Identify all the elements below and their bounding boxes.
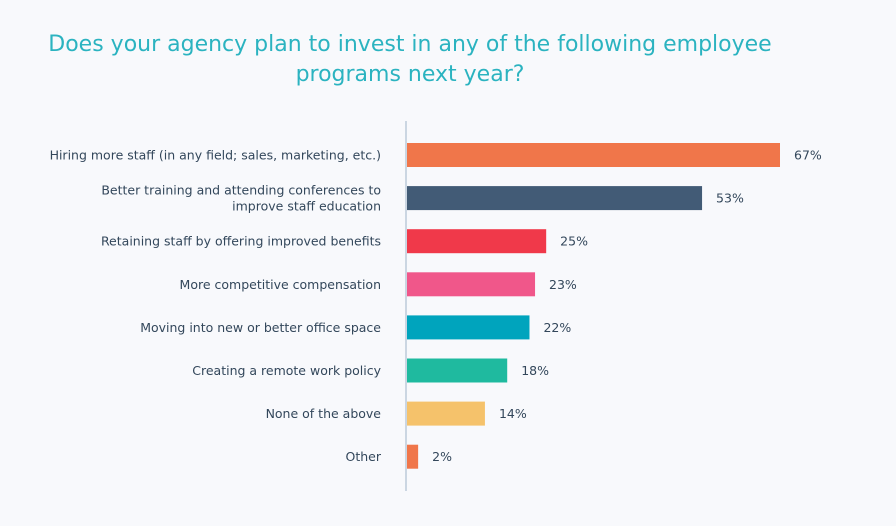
value-label-2: 53% — [716, 191, 744, 206]
value-label-1: 67% — [794, 148, 822, 163]
category-label-2-line-2: improve staff education — [232, 199, 381, 214]
bar-4 — [407, 272, 536, 297]
category-label-6: Creating a remote work policy — [192, 363, 381, 378]
category-label-5: Moving into new or better office space — [140, 320, 381, 335]
bar-6 — [407, 358, 508, 383]
category-label-7: None of the above — [266, 406, 382, 421]
category-label-1-line-1: Hiring more staff (in any field; sales, … — [50, 148, 381, 163]
value-label-4: 23% — [549, 277, 577, 292]
category-label-7-line-1: None of the above — [266, 406, 382, 421]
value-label-5: 22% — [543, 320, 571, 335]
category-label-4-line-1: More competitive compensation — [180, 277, 381, 292]
chart-title-line-2: programs next year? — [295, 62, 525, 87]
chart-title-line-1: Does your agency plan to invest in any o… — [48, 32, 772, 57]
bar-8 — [407, 444, 419, 469]
category-label-6-line-1: Creating a remote work policy — [192, 363, 381, 378]
category-label-5-line-1: Moving into new or better office space — [140, 320, 381, 335]
bar-2 — [407, 186, 703, 211]
bar-1 — [407, 143, 780, 167]
category-label-8: Other — [346, 449, 382, 464]
value-label-3: 25% — [560, 234, 588, 249]
category-label-1: Hiring more staff (in any field; sales, … — [50, 148, 381, 163]
category-label-3: Retaining staff by offering improved ben… — [101, 234, 381, 249]
category-label-2-line-1: Better training and attending conference… — [101, 183, 381, 198]
bar-5 — [407, 315, 530, 340]
value-label-7: 14% — [499, 406, 527, 421]
category-label-8-line-1: Other — [346, 449, 382, 464]
value-label-8: 2% — [432, 449, 452, 464]
bar-3 — [407, 229, 547, 254]
value-label-6: 18% — [521, 363, 549, 378]
bar-7 — [407, 401, 485, 426]
category-label-3-line-1: Retaining staff by offering improved ben… — [101, 234, 381, 249]
category-label-2: Better training and attending conference… — [101, 183, 381, 214]
chart-title: Does your agency plan to invest in any o… — [0, 30, 820, 90]
category-label-4: More competitive compensation — [180, 277, 381, 292]
